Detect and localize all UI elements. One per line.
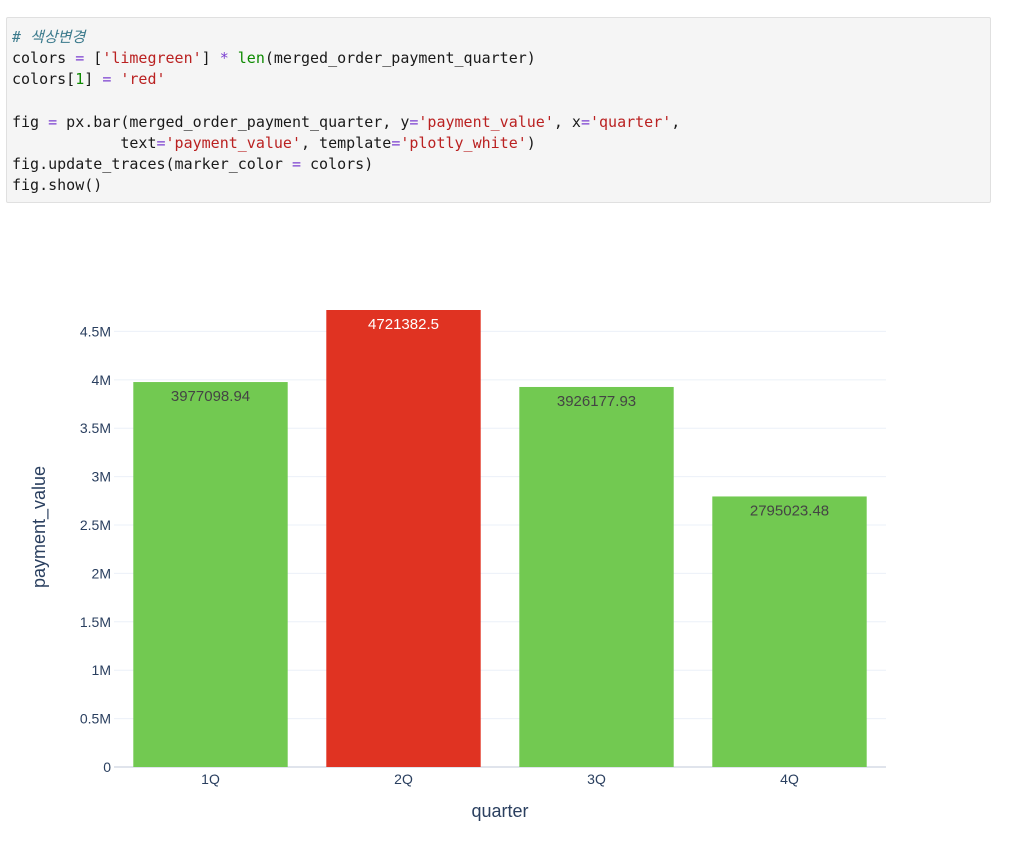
code-line: fig.show() bbox=[12, 175, 985, 196]
x-tick-label: 1Q bbox=[201, 771, 220, 787]
bar bbox=[133, 382, 288, 767]
y-axis-title: payment_value bbox=[29, 466, 50, 588]
y-tick-label: 1.5M bbox=[80, 614, 111, 630]
x-tick-label: 3Q bbox=[587, 771, 606, 787]
code-token: = bbox=[48, 112, 58, 131]
code-token: = bbox=[75, 49, 85, 68]
bars: 3977098.94 4721382.5 3926177.93 2795023.48 bbox=[133, 310, 867, 767]
code-token: fig.show() bbox=[12, 176, 103, 195]
code-token: ) bbox=[526, 133, 536, 152]
y-tick-label: 3.5M bbox=[80, 420, 111, 436]
bar-data-label: 4721382.5 bbox=[368, 316, 439, 333]
code-line bbox=[12, 91, 985, 112]
code-token: colors[ bbox=[12, 70, 76, 89]
y-tick-label: 0 bbox=[103, 759, 111, 775]
y-tick-label: 0.5M bbox=[80, 711, 111, 727]
code-token: , template bbox=[301, 133, 392, 152]
y-tick-label: 1M bbox=[92, 662, 111, 678]
code-token bbox=[229, 49, 238, 67]
code-token: colors bbox=[12, 49, 76, 68]
plot-container: 0 0.5M 1M 1.5M 2M 2.5M 3M 3.5M 4M 4.5M 3977098.94… bbox=[0, 270, 1015, 847]
code-line: text='payment_value', template='plotly_w… bbox=[12, 133, 985, 154]
code-token: = bbox=[156, 133, 166, 152]
code-token: ] bbox=[84, 70, 103, 89]
code-token: = bbox=[291, 155, 301, 174]
code-token: len bbox=[237, 49, 265, 68]
code-token: (merged_order_payment_quarter) bbox=[264, 49, 536, 68]
x-tick-label: 2Q bbox=[394, 771, 413, 787]
code-line: fig = px.bar(merged_order_payment_quarte… bbox=[12, 112, 985, 133]
code-token: , x bbox=[553, 112, 581, 131]
code-line: # 색상변경 bbox=[12, 27, 985, 48]
code-token: , bbox=[671, 112, 681, 131]
code-token: 'payment_value' bbox=[165, 133, 301, 152]
code-token: 'plotly_white' bbox=[400, 133, 527, 152]
code-token: 'red' bbox=[120, 70, 166, 89]
bar-data-label: 3926177.93 bbox=[557, 393, 636, 410]
code-token: * bbox=[219, 49, 229, 68]
code-token: = bbox=[391, 133, 401, 152]
y-tick-label: 2M bbox=[92, 565, 111, 581]
y-tick-label: 3M bbox=[92, 469, 111, 485]
code-body: # 색상변경 colors = ['limegreen'] * len(merge… bbox=[12, 27, 985, 197]
code-token: 1 bbox=[75, 70, 85, 89]
code-token: = bbox=[102, 70, 112, 89]
code-token: text bbox=[12, 133, 157, 152]
bar-data-label: 2795023.48 bbox=[750, 502, 829, 519]
code-line: colors = ['limegreen'] * len(merged_orde… bbox=[12, 48, 985, 69]
code-token: ] bbox=[201, 49, 220, 68]
code-token: fig.update_traces(marker_color bbox=[12, 155, 292, 174]
bar bbox=[519, 386, 674, 767]
code-token: = bbox=[409, 112, 419, 131]
code-cell[interactable]: # 색상변경 colors = ['limegreen'] * len(merge… bbox=[6, 17, 991, 203]
y-tick-label: 2.5M bbox=[80, 517, 111, 533]
bar bbox=[712, 496, 867, 767]
code-token: = bbox=[580, 112, 590, 131]
bar-chart: 0 0.5M 1M 1.5M 2M 2.5M 3M 3.5M 4M 4.5M 3977098.94… bbox=[29, 310, 886, 821]
bar bbox=[326, 310, 481, 767]
y-tick-label: 4M bbox=[92, 372, 111, 388]
y-axis-ticks: 0 0.5M 1M 1.5M 2M 2.5M 3M 3.5M 4M 4.5M bbox=[80, 323, 111, 775]
x-axis-title: quarter bbox=[471, 801, 528, 821]
x-axis-ticks: 1Q 2Q 3Q 4Q bbox=[201, 771, 799, 787]
code-token: 'quarter' bbox=[589, 112, 672, 131]
code-token: 'payment_value' bbox=[418, 112, 554, 131]
y-tick-label: 4.5M bbox=[80, 323, 111, 339]
code-token: fig bbox=[12, 112, 49, 131]
code-token: 'limegreen' bbox=[102, 49, 202, 68]
bar-data-label: 3977098.94 bbox=[171, 388, 250, 405]
code-line: colors[1] = 'red' bbox=[12, 69, 985, 90]
x-tick-label: 4Q bbox=[780, 771, 799, 787]
code-line: fig.update_traces(marker_color = colors) bbox=[12, 154, 985, 175]
code-token: [ bbox=[84, 49, 103, 68]
code-token: px.bar(merged_order_payment_quarter, y bbox=[57, 112, 410, 131]
code-token: # 색상변경 bbox=[12, 28, 86, 46]
code-token: colors) bbox=[301, 155, 374, 174]
